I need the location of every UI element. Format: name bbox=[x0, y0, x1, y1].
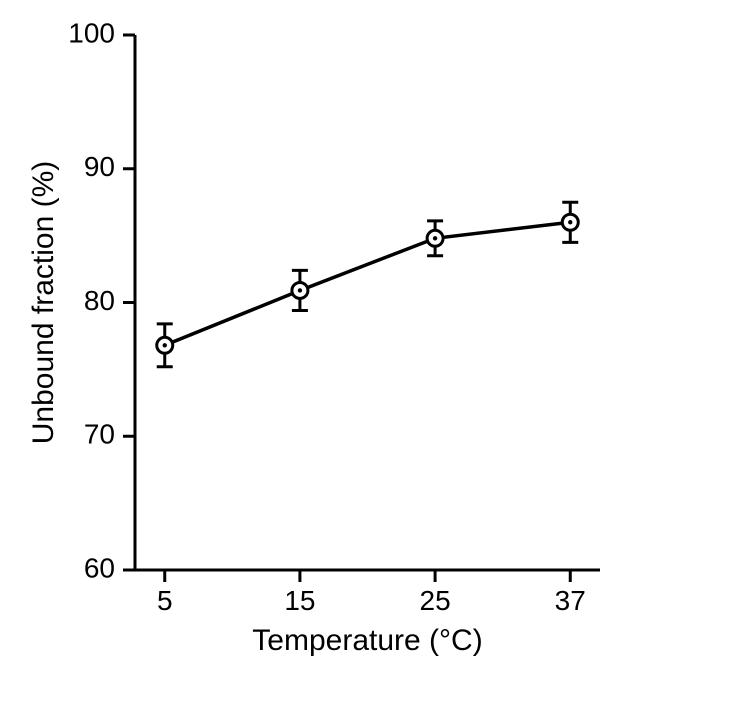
y-tick-label: 60 bbox=[84, 552, 115, 583]
data-marker-dot bbox=[163, 343, 167, 347]
x-tick-label: 37 bbox=[555, 585, 586, 616]
data-marker-dot bbox=[433, 236, 437, 240]
data-line bbox=[165, 222, 571, 345]
y-axis-label: Unbound fraction (%) bbox=[27, 161, 60, 444]
data-marker-dot bbox=[568, 220, 572, 224]
y-tick-label: 90 bbox=[84, 151, 115, 182]
y-tick-label: 100 bbox=[68, 17, 115, 48]
y-tick-label: 70 bbox=[84, 419, 115, 450]
data-marker-dot bbox=[298, 288, 302, 292]
x-tick-label: 15 bbox=[284, 585, 315, 616]
chart-container: 60 70 80 90 100 5 15 25 37 Unbound fraction (%) Te… bbox=[0, 0, 729, 715]
x-tick-label: 25 bbox=[420, 585, 451, 616]
x-axis-label: Temperature (°C) bbox=[252, 624, 482, 657]
y-tick-label: 80 bbox=[84, 285, 115, 316]
x-tick-label: 5 bbox=[157, 585, 173, 616]
line-chart: 60 70 80 90 100 5 15 25 37 Unbound fraction (%) Te… bbox=[0, 0, 729, 715]
